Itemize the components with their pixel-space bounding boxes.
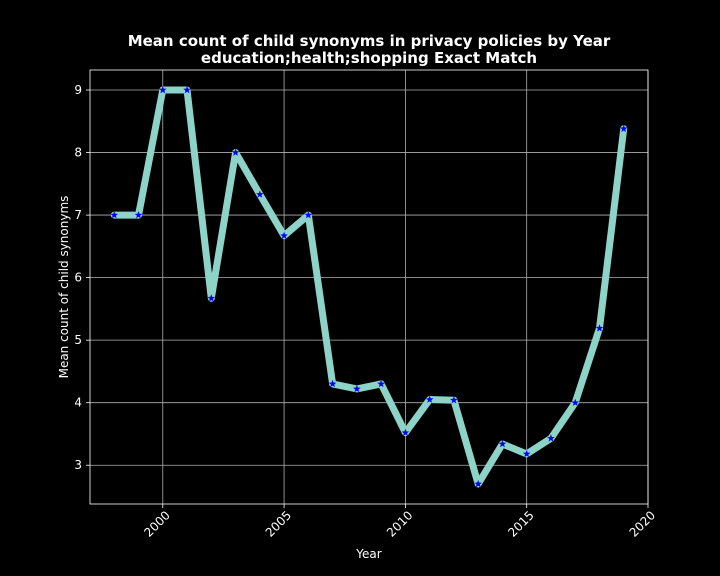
data-point-marker <box>498 439 507 448</box>
y-tick-label: 6 <box>74 271 82 285</box>
data-point-marker <box>353 384 361 393</box>
x-tick-label: 2005 <box>263 508 294 539</box>
data-point-marker <box>522 449 531 458</box>
y-tick-label: 4 <box>74 396 82 410</box>
y-tick-label: 3 <box>74 458 82 472</box>
data-point-marker <box>231 148 240 156</box>
x-axis-label: Year <box>355 547 381 561</box>
data-point-marker <box>401 428 410 436</box>
grid-lines <box>90 70 649 504</box>
x-axis-ticks: 2000 2005 2010 2015 2020 <box>141 504 658 540</box>
data-point-marker <box>158 86 167 94</box>
y-tick-label: 7 <box>74 208 82 222</box>
data-point-marker <box>377 379 385 388</box>
y-tick-label: 8 <box>74 146 82 160</box>
data-point-marker <box>183 86 191 94</box>
x-tick-label: 2000 <box>141 508 172 539</box>
series-line <box>110 86 628 488</box>
data-point-marker <box>256 190 264 198</box>
data-point-marker <box>280 231 288 239</box>
data-point-marker <box>425 395 434 403</box>
plot-border <box>89 69 649 505</box>
y-axis-label: Mean count of child synonyms <box>57 196 71 379</box>
series-layer <box>110 86 628 488</box>
x-tick-label: 2010 <box>384 508 415 539</box>
chart-subtitle: education;health;shopping Exact Match <box>201 49 537 67</box>
data-point-marker <box>207 294 216 302</box>
x-tick-label: 2020 <box>627 508 658 539</box>
plot-area <box>89 69 649 505</box>
chart-title: Mean count of child synonyms in privacy … <box>128 32 611 50</box>
data-point-marker <box>304 211 313 219</box>
x-tick-label: 2015 <box>505 508 536 539</box>
data-point-marker <box>134 211 143 219</box>
data-point-marker <box>547 434 555 442</box>
data-point-marker <box>619 124 628 133</box>
data-point-marker <box>328 379 337 388</box>
y-tick-label: 9 <box>74 83 82 97</box>
data-point-marker <box>110 211 119 219</box>
data-point-marker <box>450 396 458 404</box>
y-axis-ticks: 3 4 5 6 7 8 9 <box>74 83 90 472</box>
y-tick-label: 5 <box>74 333 82 347</box>
data-point-marker <box>571 398 580 406</box>
data-point-marker <box>595 324 604 332</box>
data-point-marker <box>474 479 482 488</box>
